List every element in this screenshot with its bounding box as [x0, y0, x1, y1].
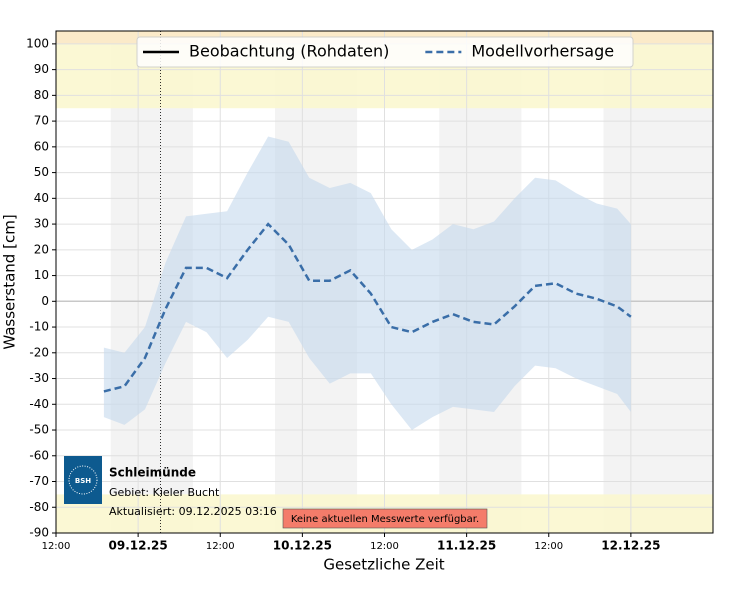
y-tick-label: 20	[34, 242, 49, 256]
y-tick-label: 50	[34, 165, 49, 179]
y-tick-label: 40	[34, 191, 49, 205]
series-line	[103, 222, 632, 393]
legend-box	[136, 36, 634, 68]
confidence-band	[103, 136, 631, 431]
y-tick-label: -40	[29, 397, 49, 411]
y-tick-label: -70	[29, 474, 49, 488]
legend-label: Beobachtung (Rohdaten)	[189, 42, 389, 61]
x-tick-label: 09.12.25	[109, 539, 168, 553]
y-tick-label: 60	[34, 139, 49, 153]
y-tick-label: -30	[29, 371, 49, 385]
y-tick-label: -60	[29, 448, 49, 462]
y-tick-label: 0	[41, 294, 49, 308]
x-tick-label: 12:00	[206, 541, 235, 552]
y-tick-label: 90	[34, 62, 49, 76]
x-tick-label: 10.12.25	[273, 539, 332, 553]
legend-label: Modellvorhersage	[471, 42, 614, 61]
x-tick-label: 12:00	[42, 541, 71, 552]
y-tick-label: -80	[29, 500, 49, 514]
x-tick-label: 11.12.25	[437, 539, 496, 553]
x-axis-label: Gesetzliche Zeit	[323, 556, 444, 574]
legend: Beobachtung (Rohdaten) Modellvorhersage	[136, 36, 634, 68]
y-tick-label: 10	[34, 268, 49, 282]
y-tick-label: 70	[34, 114, 49, 128]
logo-text: BSH	[75, 477, 91, 485]
logo	[64, 456, 102, 504]
notice-box	[282, 508, 488, 529]
y-axis-label: Wasserstand [cm]	[1, 214, 19, 349]
x-tick-label: 12.12.25	[601, 539, 660, 553]
x-tick-label: 12:00	[534, 541, 563, 552]
station-name: Schleimünde	[109, 466, 196, 480]
y-tick-label: 100	[26, 36, 49, 50]
y-tick-label: -10	[29, 320, 49, 334]
area: Gebiet: Kieler Bucht	[109, 486, 220, 499]
plot-frame	[55, 30, 714, 534]
y-tick-label: 30	[34, 217, 49, 231]
y-tick-label: 80	[34, 88, 49, 102]
logo-ring	[68, 465, 98, 495]
y-tick-label: -50	[29, 423, 49, 437]
notice: Keine aktuellen Messwerte verfügbar.	[291, 514, 479, 525]
x-tick-label: 12:00	[370, 541, 399, 552]
updated: Aktualisiert: 09.12.2025 03:16	[109, 505, 277, 518]
y-tick-label: -90	[29, 526, 49, 540]
y-tick-label: -20	[29, 345, 49, 359]
